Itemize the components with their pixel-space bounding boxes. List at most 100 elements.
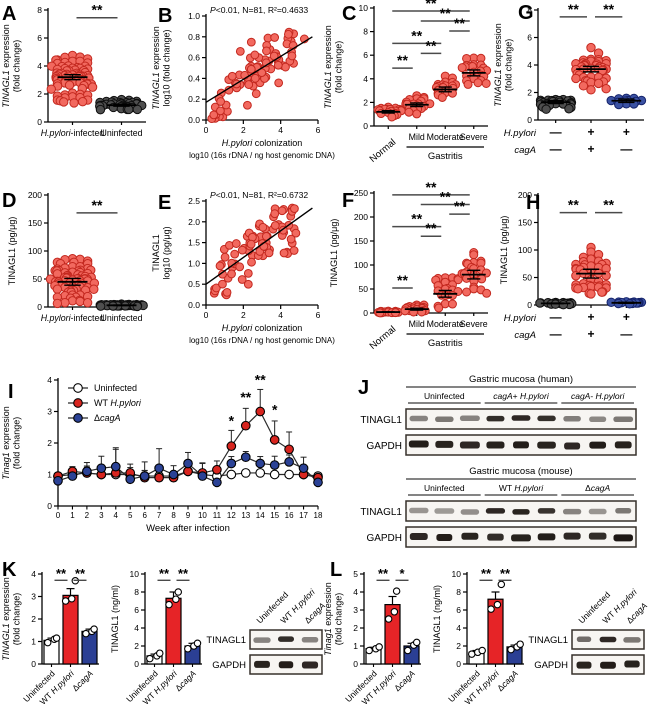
data-point [507, 645, 515, 654]
tspan: 9 [186, 511, 191, 520]
blot-title: Gastric mucosa (human) [469, 374, 573, 385]
series-marker [269, 460, 280, 470]
tspan: cagA [499, 668, 520, 689]
tspan: Gastric mucosa (human) [469, 374, 573, 385]
x-tick-label: 4 [114, 511, 119, 520]
x-axis-title: H.pylori colonization [222, 138, 303, 148]
data-dot [59, 97, 69, 107]
stats-annotation: P<0.01, N=81, R²=0.4633 [210, 5, 308, 15]
tspan: — [620, 327, 632, 341]
tspan: 1.5 [188, 238, 200, 248]
tspan: Moderate [427, 132, 464, 142]
data-point [193, 639, 202, 648]
tspan: 0.0 [188, 300, 200, 310]
tspan: 8 [37, 5, 42, 15]
blot-band [537, 508, 556, 514]
y-tick-label: 4 [37, 61, 42, 71]
tspan: 0 [363, 121, 368, 131]
data-dot [578, 81, 589, 91]
tspan: 2.5 [188, 196, 200, 206]
y-tick-label: 1.0 [188, 258, 200, 268]
tspan: -infected [71, 128, 105, 138]
data-point [375, 643, 383, 651]
tspan: cagA [493, 391, 513, 401]
y-axis-title: TINAGL1 [151, 234, 161, 272]
tspan: Δ [70, 682, 81, 693]
tspan: 200 [354, 212, 368, 222]
tspan: 1 [47, 470, 52, 480]
x-tick-label: 5 [128, 511, 133, 520]
x-tick-label: 0 [204, 310, 209, 320]
tspan: 4 [353, 587, 358, 597]
tspan: TINAGL1 (ng/ml) [432, 585, 442, 653]
blot-row-label: GAPDH [212, 660, 246, 671]
tspan: 6 [316, 310, 321, 320]
data-dot [387, 112, 397, 122]
tspan: * [229, 413, 235, 429]
sig-label: ** [75, 566, 86, 581]
tspan: TINAGL1 (ng/ml) [110, 585, 120, 653]
data-point [384, 615, 393, 623]
blot-band [253, 637, 271, 643]
tspan: 150 [354, 236, 368, 246]
tspan: 4 [527, 60, 532, 70]
series-marker [269, 469, 280, 480]
blot-band [537, 533, 556, 541]
tspan: Uninfected [100, 128, 142, 138]
y-tick-label: 50 [523, 273, 533, 283]
tspan: H.pylori [596, 391, 626, 401]
tspan: 0 [456, 659, 461, 669]
blot-band [537, 441, 556, 449]
tspan: 18 [314, 511, 323, 520]
series-marker [226, 458, 237, 469]
tspan: GAPDH [212, 660, 246, 671]
tspan: cagA [514, 330, 536, 341]
legend-marker [73, 398, 83, 408]
panel-A-letter: A [2, 3, 17, 25]
y-tick-label: 0 [134, 659, 139, 669]
data-dot [222, 287, 232, 297]
y-axis-title: (fold change) [12, 417, 22, 470]
tspan: H.pylori [41, 313, 72, 323]
data-point [165, 600, 173, 609]
tspan: cagA [571, 391, 591, 401]
data-dot [264, 248, 274, 258]
data-dot [227, 71, 237, 81]
tspan: H.pylori [41, 128, 72, 138]
matrix-row-label: H.pylori [504, 128, 537, 139]
blot-band [589, 416, 607, 423]
dotplot: 0 50 100 150 200 250 TINAGL1 (pg/μg) Normal Mild… [329, 179, 492, 352]
tspan: cagA [514, 145, 536, 156]
data-dot [220, 252, 230, 262]
data-dot [89, 284, 99, 294]
tspan: ** [454, 15, 465, 31]
tspan: WT [499, 483, 514, 493]
x-cat-label: H.pylori-infected [41, 313, 105, 323]
data-dot [244, 80, 254, 89]
y-axis-title: (fold change) [504, 39, 514, 92]
blot-band [512, 509, 530, 515]
y-axis-title: TINAGL1 (pg/μg) [329, 219, 339, 288]
y-tick-label: 0 [456, 659, 461, 669]
tspan: cagA [591, 483, 611, 493]
blot-band [589, 441, 607, 449]
tspan: TINAGL1 [493, 69, 503, 107]
panel-J-chart: Gastric mucosa (human)Uninfected cagA+ H.… [360, 374, 637, 548]
tspan: P [210, 5, 216, 15]
data-dot [601, 270, 611, 281]
tspan: 50 [523, 273, 533, 283]
blot-band [511, 534, 531, 542]
tspan: colonization [252, 138, 302, 148]
y-tick-label: 50 [33, 274, 43, 284]
data-point [174, 588, 183, 596]
matrix-cell: — [620, 327, 632, 341]
data-dot [586, 289, 596, 299]
data-dot [463, 79, 473, 89]
blot-band [436, 533, 453, 541]
tspan: log10 (fold change) [162, 29, 172, 106]
data-point [493, 600, 502, 609]
data-dot [447, 299, 457, 309]
x-cat-label: H.pylori-infected [41, 128, 105, 138]
sig-label: * [229, 413, 235, 429]
y-tick-label: 0 [353, 659, 358, 669]
